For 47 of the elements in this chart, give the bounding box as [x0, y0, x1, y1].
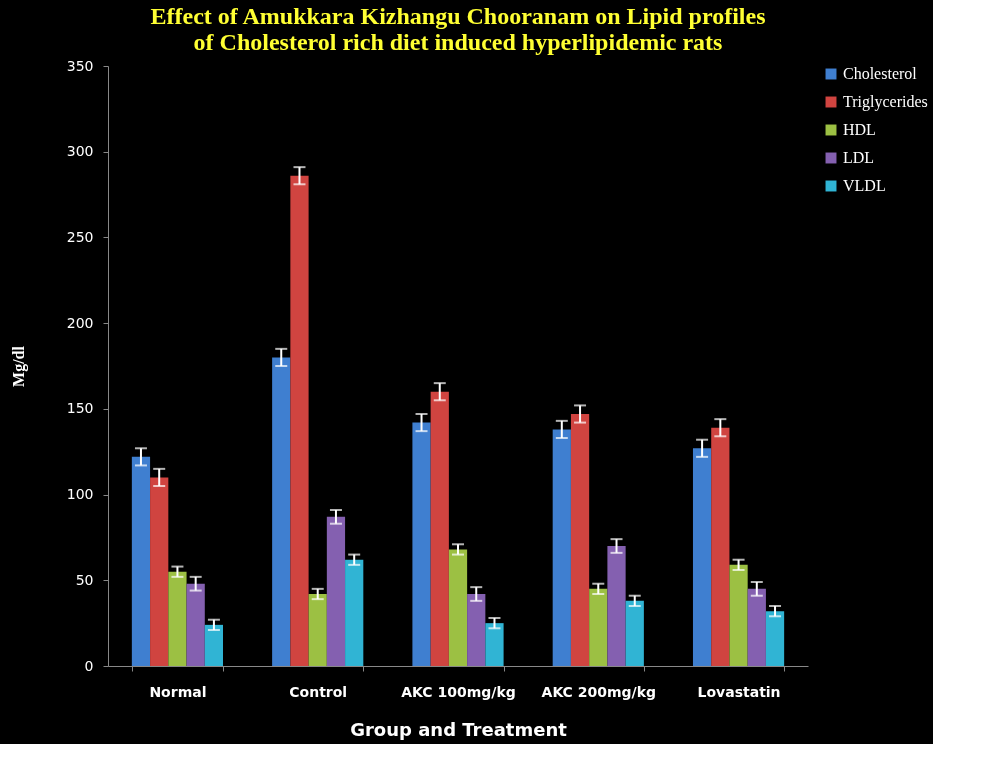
bar [308, 594, 327, 666]
y-tick-label: 150 [66, 400, 94, 417]
bar [552, 429, 571, 666]
y-tick-label: 300 [66, 143, 94, 160]
bar [430, 391, 449, 666]
x-tick-label: Control [289, 683, 348, 700]
bar [747, 588, 766, 666]
bar [485, 623, 504, 666]
bar [625, 600, 644, 666]
bar [290, 175, 309, 666]
bar [607, 546, 626, 666]
y-tick-label: 200 [66, 314, 94, 331]
legend-label: Cholesterol [843, 65, 918, 82]
text: of Cholesterol rich diet induced hyperlipidemic rats [193, 29, 723, 55]
bar [150, 477, 169, 666]
bar [131, 456, 151, 666]
bar [570, 414, 590, 666]
text: Effect of Amukkara Kizhangu Chooranam on Lipid profiles [150, 3, 766, 29]
bar [765, 611, 785, 666]
y-tick-label: 0 [84, 657, 94, 674]
x-tick-label: Lovastatin [697, 683, 781, 700]
bar [711, 427, 730, 666]
bar [692, 448, 712, 666]
legend-label: LDL [843, 149, 875, 166]
bar [345, 559, 364, 666]
y-tick-label: 100 [66, 486, 94, 503]
legend-label: HDL [843, 121, 876, 138]
bar [272, 357, 291, 666]
legend-label: Triglycerides [843, 93, 928, 111]
x-tick-label: Normal [149, 683, 207, 700]
x-tick-label: AKC 100mg/kg [401, 683, 516, 700]
bar [186, 583, 205, 666]
bar [729, 564, 748, 666]
bar [204, 624, 224, 666]
y-tick-label: 50 [75, 571, 94, 588]
x-axis-title: Group and Treatment [350, 718, 568, 740]
bar [168, 571, 187, 666]
y-tick-label: 250 [66, 228, 94, 245]
x-tick-label: AKC 200mg/kg [541, 683, 657, 700]
bar [467, 594, 486, 666]
y-tick-label: 350 [66, 57, 94, 74]
bar [448, 549, 468, 666]
bar [412, 422, 431, 666]
bar [326, 516, 346, 666]
bar [589, 588, 608, 666]
y-axis-title: Mg/dl [9, 345, 28, 387]
legend-label: VLDL [843, 177, 886, 194]
